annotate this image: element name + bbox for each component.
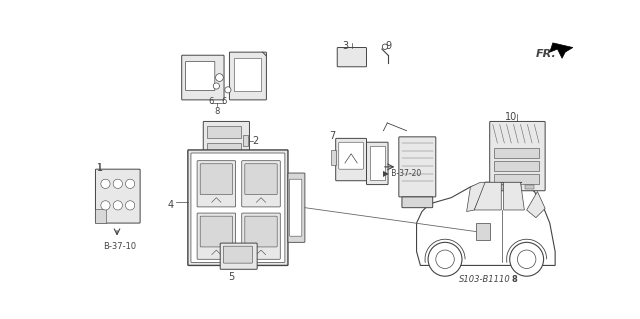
FancyBboxPatch shape [402, 197, 433, 208]
FancyBboxPatch shape [95, 169, 140, 223]
FancyBboxPatch shape [191, 153, 285, 262]
FancyBboxPatch shape [245, 216, 277, 247]
FancyBboxPatch shape [339, 142, 364, 169]
Bar [476, 223, 490, 240]
Text: 5: 5 [228, 272, 235, 282]
FancyBboxPatch shape [245, 164, 277, 195]
Circle shape [225, 87, 231, 93]
Text: B-37-10: B-37-10 [103, 241, 136, 250]
Text: 9: 9 [386, 41, 392, 51]
Text: 2: 2 [253, 137, 259, 146]
Text: 10: 10 [505, 112, 517, 122]
FancyBboxPatch shape [182, 55, 224, 100]
Circle shape [436, 250, 454, 269]
Circle shape [125, 179, 135, 189]
Bar [234, 58, 261, 91]
Polygon shape [527, 191, 545, 218]
FancyBboxPatch shape [204, 122, 250, 161]
Bar [207, 126, 241, 138]
Polygon shape [550, 43, 573, 58]
Polygon shape [467, 182, 486, 211]
FancyBboxPatch shape [223, 246, 253, 263]
Bar [331, 150, 336, 165]
FancyBboxPatch shape [490, 122, 545, 191]
Circle shape [113, 201, 122, 210]
Circle shape [509, 242, 543, 276]
Circle shape [216, 74, 223, 81]
FancyBboxPatch shape [288, 173, 305, 242]
Text: 8: 8 [511, 275, 517, 284]
Text: FR.: FR. [536, 49, 557, 59]
FancyBboxPatch shape [186, 61, 215, 91]
Circle shape [101, 201, 110, 210]
Bar [494, 148, 539, 158]
Bar [95, 209, 106, 223]
FancyBboxPatch shape [197, 161, 236, 207]
Text: 4: 4 [168, 200, 174, 210]
Bar [525, 185, 534, 189]
Polygon shape [504, 182, 524, 210]
FancyBboxPatch shape [220, 243, 257, 269]
Polygon shape [474, 182, 501, 210]
Text: 6: 6 [208, 97, 214, 106]
Circle shape [113, 179, 122, 189]
Bar [369, 146, 385, 180]
Text: S103-B1110: S103-B1110 [459, 275, 511, 285]
Text: 8: 8 [214, 107, 220, 116]
FancyBboxPatch shape [336, 138, 367, 181]
Circle shape [428, 242, 462, 276]
FancyBboxPatch shape [242, 161, 280, 207]
Text: ▶ B-37-20: ▶ B-37-20 [383, 168, 422, 177]
Bar [207, 143, 241, 155]
FancyBboxPatch shape [242, 213, 280, 259]
FancyBboxPatch shape [200, 164, 232, 195]
Circle shape [517, 250, 536, 269]
Text: 1: 1 [97, 163, 103, 173]
FancyBboxPatch shape [200, 216, 232, 247]
Polygon shape [417, 182, 555, 265]
Bar [511, 185, 520, 189]
FancyBboxPatch shape [188, 150, 288, 265]
Bar [243, 135, 248, 146]
Text: 6: 6 [221, 97, 227, 106]
FancyBboxPatch shape [337, 48, 367, 67]
FancyBboxPatch shape [399, 137, 436, 197]
Circle shape [125, 201, 135, 210]
Text: 3: 3 [342, 41, 348, 51]
Circle shape [213, 83, 220, 89]
Circle shape [382, 44, 388, 49]
FancyBboxPatch shape [367, 142, 388, 185]
FancyBboxPatch shape [289, 179, 302, 236]
FancyBboxPatch shape [230, 52, 266, 100]
Text: 7: 7 [329, 131, 335, 141]
FancyBboxPatch shape [197, 213, 236, 259]
Bar [497, 185, 507, 189]
Bar [494, 161, 539, 171]
Circle shape [101, 179, 110, 189]
Bar [494, 174, 539, 184]
